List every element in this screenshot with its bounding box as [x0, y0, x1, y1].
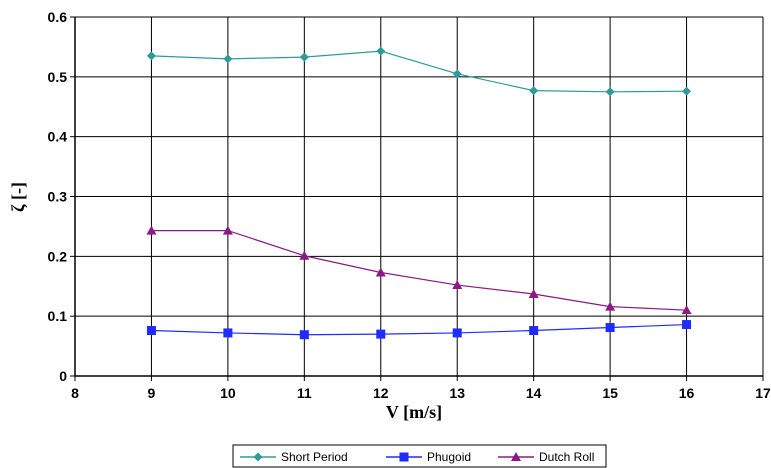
x-axis-label: V [m/s]	[386, 402, 442, 422]
y-axis-label: ζ [-]	[8, 182, 28, 212]
data-point-dutch-roll	[375, 267, 386, 277]
x-tick-label: 10	[220, 385, 236, 401]
data-point-dutch-roll	[605, 301, 616, 311]
grid	[74, 16, 764, 377]
data-point-phugoid	[376, 329, 386, 339]
y-tick-label: 0.1	[48, 308, 68, 324]
data-point-phugoid	[452, 328, 462, 338]
legend-label-dutch-roll: Dutch Roll	[539, 450, 594, 464]
legend-box	[232, 444, 607, 468]
x-tick-label: 15	[602, 385, 618, 401]
data-point-phugoid	[299, 330, 309, 340]
y-tick-label: 0	[59, 368, 67, 384]
data-point-dutch-roll	[681, 305, 692, 315]
legend-label-short-period: Short Period	[281, 450, 348, 464]
data-point-short-period	[223, 54, 233, 64]
data-point-phugoid	[682, 320, 692, 330]
legend: Short Period Phugoid Dutch Roll	[232, 444, 607, 468]
x-tick-label: 16	[679, 385, 695, 401]
x-tick-label: 8	[71, 385, 79, 401]
series-dutch-roll	[146, 225, 692, 315]
x-tick-label: 13	[449, 385, 465, 401]
data-point-short-period	[529, 86, 539, 96]
y-tick-label: 0.4	[48, 129, 68, 145]
series-short-period	[146, 46, 692, 97]
series-line-dutch-roll	[151, 230, 687, 311]
data-point-phugoid	[223, 328, 233, 338]
data-point-phugoid	[529, 326, 539, 336]
y-tick-label: 0.2	[48, 248, 68, 264]
data-point-short-period	[605, 87, 615, 97]
series-line-short-period	[151, 50, 687, 93]
tick-labels: 0 0.1 0.2 0.3 0.4 0.5 0.6 8 9 10 11 12 13 14 15 16 17	[48, 9, 771, 401]
x-tick-label: 12	[373, 385, 389, 401]
axes	[70, 16, 764, 381]
y-tick-label: 0.6	[48, 9, 68, 25]
data-point-dutch-roll	[299, 250, 310, 260]
y-tick-label: 0.3	[48, 189, 68, 205]
data-point-dutch-roll	[528, 289, 539, 299]
data-point-short-period	[376, 46, 386, 56]
data-point-phugoid	[146, 326, 156, 336]
y-tick-label: 0.5	[48, 69, 68, 85]
series-line-phugoid	[151, 323, 687, 336]
x-tick-label: 11	[297, 385, 312, 401]
legend-marker-dutch-roll	[511, 452, 521, 461]
x-tick-label: 14	[526, 385, 542, 401]
data-point-short-period	[146, 51, 156, 61]
series-layer	[146, 46, 692, 340]
data-point-short-period	[682, 86, 692, 96]
x-tick-label: 9	[148, 385, 156, 401]
data-point-short-period	[299, 52, 309, 62]
series-phugoid	[146, 320, 692, 340]
data-point-dutch-roll	[452, 280, 463, 290]
data-point-dutch-roll	[222, 225, 233, 235]
data-point-dutch-roll	[146, 225, 157, 235]
legend-marker-short-period	[253, 452, 263, 462]
legend-label-phugoid: Phugoid	[427, 450, 471, 464]
data-point-short-period	[452, 69, 462, 79]
data-point-phugoid	[605, 323, 615, 333]
x-tick-label: 17	[755, 385, 771, 401]
legend-marker-phugoid	[399, 452, 409, 462]
